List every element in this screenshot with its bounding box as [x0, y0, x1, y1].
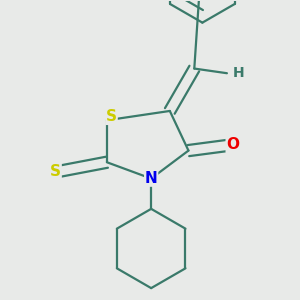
Text: O: O: [226, 137, 239, 152]
Text: S: S: [50, 164, 61, 179]
Text: S: S: [106, 109, 117, 124]
Text: H: H: [233, 66, 244, 80]
Text: N: N: [145, 171, 158, 186]
